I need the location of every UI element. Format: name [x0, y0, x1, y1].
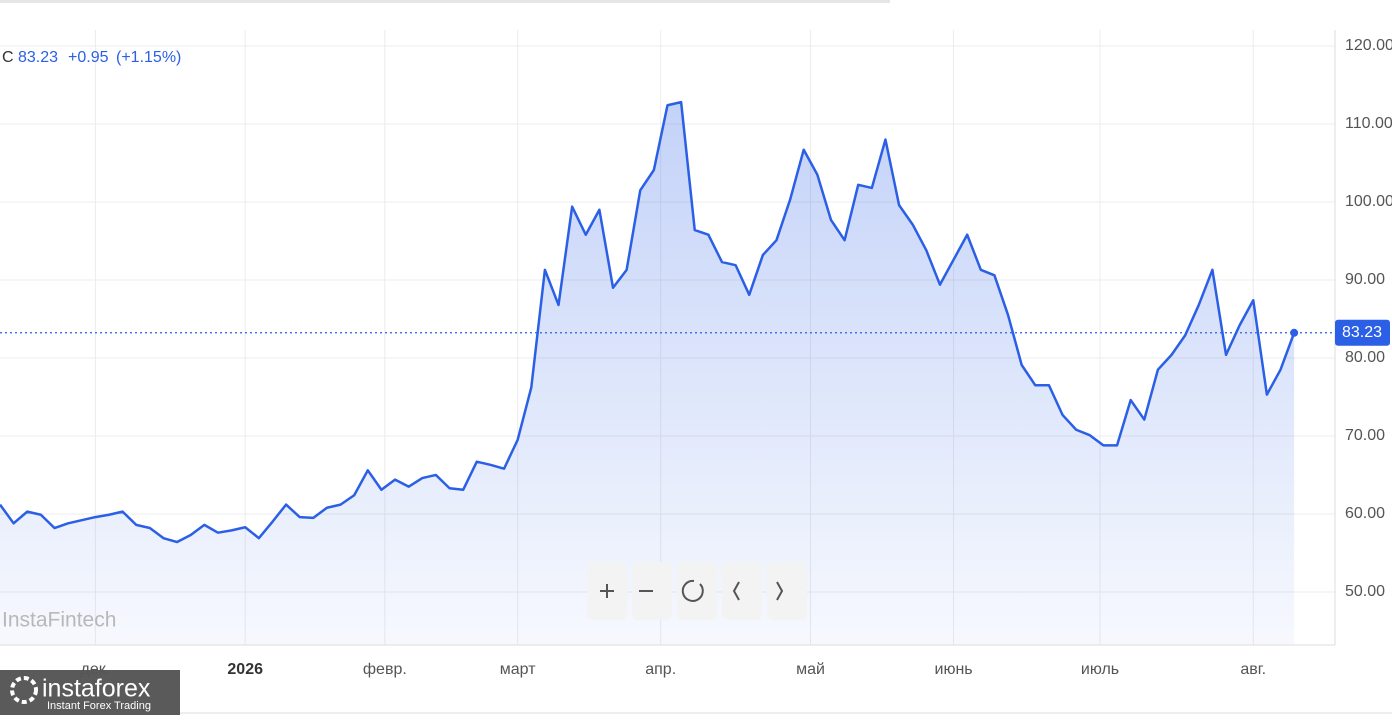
last-point	[1290, 328, 1299, 337]
y-tick-label: 50.00	[1345, 583, 1385, 600]
line	[0, 100, 1296, 544]
reset-button[interactable]	[677, 562, 717, 620]
symbol: C	[2, 49, 14, 66]
x-tick-label: июль	[1081, 661, 1119, 678]
area	[0, 102, 1295, 645]
x-tick-label: март	[500, 661, 536, 678]
logo-icon	[10, 676, 38, 704]
price-badge	[1335, 319, 1390, 346]
x-tick-label: дек.	[81, 661, 111, 678]
last-price: 83.23	[18, 49, 58, 66]
logo-name: instaforex	[42, 675, 151, 703]
change-pct: (+1.15%)	[116, 49, 181, 66]
x-tick-label: февр.	[363, 661, 407, 678]
y-tick-label: 90.00	[1345, 271, 1385, 288]
left-icon	[732, 581, 740, 601]
y-tick-label: 60.00	[1345, 505, 1385, 522]
scroll-right-button[interactable]	[767, 562, 807, 620]
right-icon	[776, 581, 784, 601]
watermark: InstaFintech	[2, 609, 116, 632]
y-tick-label: 100.00	[1345, 193, 1392, 210]
x-tick-label: июнь	[935, 661, 973, 678]
plus-icon	[600, 584, 614, 598]
y-tick-label: 70.00	[1345, 427, 1385, 444]
x-tick-label: апр.	[645, 661, 676, 678]
x-tick-label: май	[796, 661, 825, 678]
y-tick-label: 80.00	[1345, 349, 1385, 366]
x-tick-label: 2026	[227, 661, 263, 678]
logo-box	[0, 670, 180, 715]
price-badge-label: 83.23	[1342, 324, 1382, 341]
data	[0, 100, 1335, 645]
change: +0.95	[68, 49, 109, 66]
zoom-controls	[587, 562, 807, 620]
reset-icon	[681, 579, 704, 602]
x-tick-label: авг.	[1240, 661, 1266, 678]
scrollbar	[0, 0, 890, 3]
y-tick-label: 110.00	[1345, 115, 1392, 132]
logo: instaforex Instant Forex Trading	[0, 670, 180, 715]
logo-tagline: Instant Forex Trading	[47, 700, 151, 712]
y-tick-label: 120.00	[1345, 37, 1392, 54]
scroll-left-button[interactable]	[722, 562, 762, 620]
